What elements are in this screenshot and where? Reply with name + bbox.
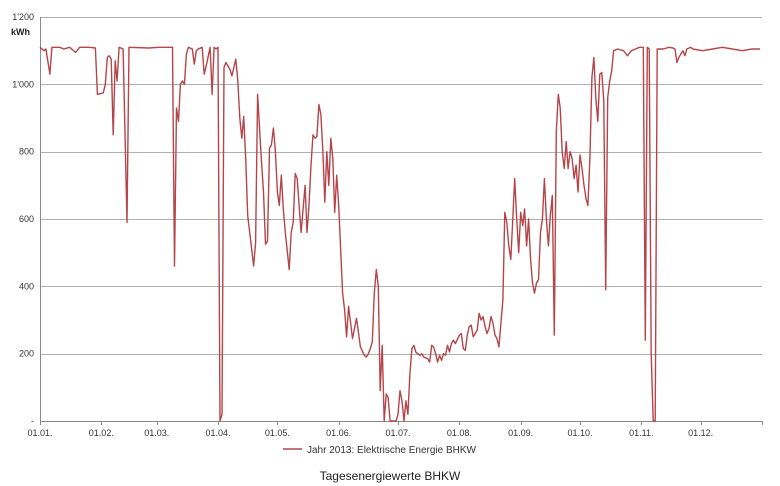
y-tick-label: 800 — [19, 147, 34, 157]
x-tick-labels: 01.01. 01.02. 01.03. 01.04. 01.05. 01.06. 01.0… — [27, 421, 763, 438]
x-tick-label: 01.08. — [447, 428, 472, 438]
gridlines — [40, 17, 762, 355]
y-tick-label: 1'000 — [12, 79, 34, 89]
series — [39, 46, 760, 422]
x-tick-label: 01.09. — [508, 428, 533, 438]
y-tick-label: 600 — [19, 214, 34, 224]
y-tick-label: 400 — [19, 281, 34, 291]
y-tick-labels: - 200 400 600 800 1'000 1'200 — [12, 12, 34, 426]
x-tick-label: 01.02. — [89, 428, 114, 438]
x-tick-label: 01.01. — [27, 428, 52, 438]
y-unit-label: kWh — [11, 27, 30, 37]
x-tick-label: 01.10. — [568, 428, 593, 438]
x-tick-label: 01.12. — [688, 428, 713, 438]
x-tick-label: 01.05. — [265, 428, 290, 438]
chart-caption: Tagesenergiewerte BHKW — [319, 469, 461, 483]
x-tick-label: 01.11. — [629, 428, 653, 438]
legend: Jahr 2013: Elektrische Energie BHKW — [283, 445, 477, 456]
series-line — [39, 46, 760, 422]
x-tick-label: 01.04. — [206, 428, 231, 438]
y-tick-label: - — [31, 416, 34, 426]
x-tick-label: 01.06. — [326, 428, 351, 438]
y-tick-label: 1'200 — [12, 12, 34, 22]
legend-label: Jahr 2013: Elektrische Energie BHKW — [307, 445, 477, 456]
y-tick-label: 200 — [19, 349, 34, 359]
x-tick-label: 01.03. — [144, 428, 169, 438]
x-tick-label: 01.07. — [386, 428, 411, 438]
